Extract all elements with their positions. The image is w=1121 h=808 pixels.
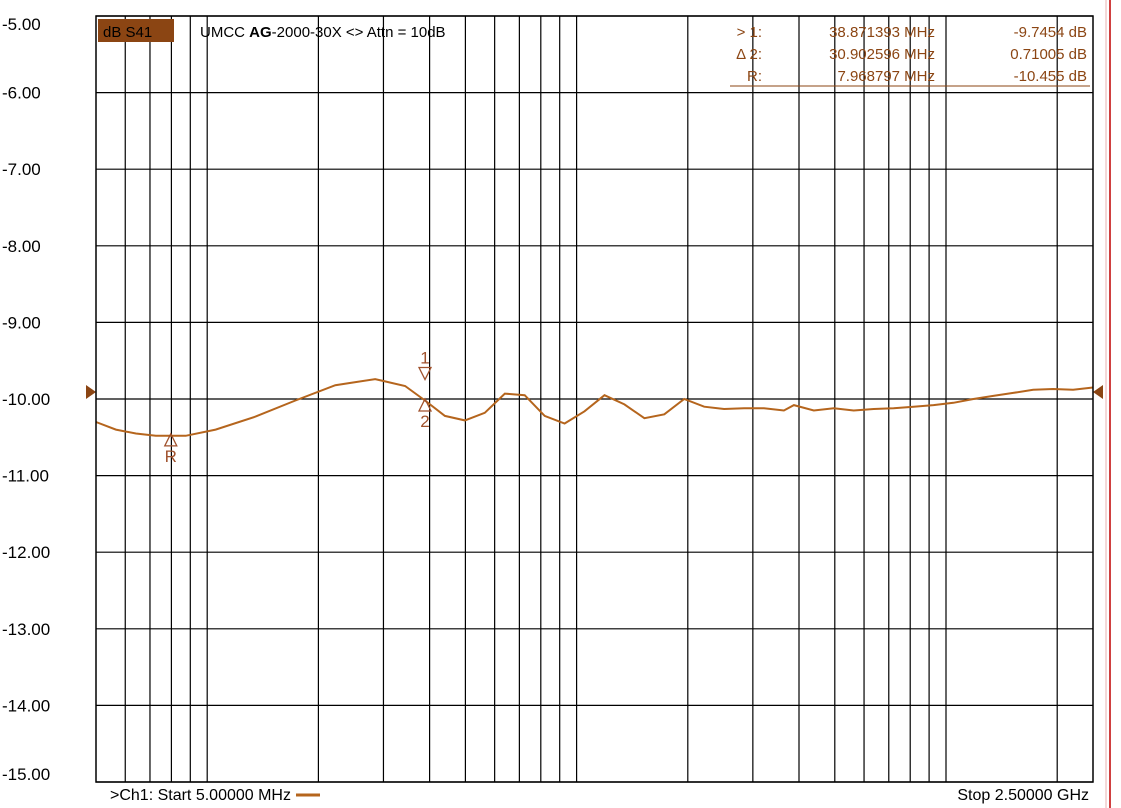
plot-border	[95, 15, 1094, 783]
marker-value-1: -9.7454 dB	[1014, 24, 1087, 41]
marker-1-label: 1	[420, 348, 429, 367]
y-tick-label: -12.00	[2, 543, 50, 562]
trace-format-badge[interactable]	[98, 19, 174, 42]
marker-id-2: Δ 2:	[736, 46, 762, 63]
marker-value-r: -10.455 dB	[1014, 68, 1087, 85]
marker-freq-r: 7.968797 MHz	[837, 68, 935, 85]
marker-freq-2: 30.902596 MHz	[829, 46, 935, 63]
marker-1-symbol[interactable]	[417, 366, 433, 381]
y-tick-label: -14.00	[2, 696, 50, 715]
marker-2-label: 2	[420, 412, 429, 431]
title-bold: AG	[249, 24, 272, 41]
marker-2-symbol[interactable]	[417, 397, 433, 412]
trace-markers: 1 2 R	[163, 348, 433, 466]
marker-r-label: R	[165, 447, 177, 466]
trace-format-label: dB S41	[103, 24, 152, 41]
trace-s41[interactable]	[95, 378, 1094, 437]
y-tick-label: -15.00	[2, 765, 50, 784]
y-tick-label: -7.00	[2, 160, 41, 179]
marker-readout-table: > 1: 38.871393 MHz -9.7454 dB Δ 2: 30.90…	[730, 24, 1090, 87]
measurement-title: UMCC AG-2000-30X <> Attn = 10dB	[200, 24, 446, 41]
marker-id-r: R:	[747, 68, 762, 85]
y-tick-label: -8.00	[2, 237, 41, 256]
y-tick-label: -6.00	[2, 84, 41, 103]
y-tick-label: -11.00	[2, 467, 49, 486]
marker-freq-1: 38.871393 MHz	[829, 24, 935, 41]
reference-level-left-arrow[interactable]	[86, 385, 96, 399]
y-tick-label: -13.00	[2, 620, 50, 639]
reference-level-right-arrow[interactable]	[1093, 385, 1103, 399]
sweep-stop-label: Stop 2.50000 GHz	[957, 787, 1089, 804]
title-prefix: UMCC	[200, 24, 249, 41]
marker-r-symbol[interactable]	[163, 432, 178, 447]
marker-id-1: > 1:	[737, 24, 762, 41]
y-tick-label: -5.00	[2, 15, 41, 34]
y-tick-label: -9.00	[2, 313, 41, 332]
title-suffix: -2000-30X <> Attn = 10dB	[272, 24, 446, 41]
marker-value-2: 0.71005 dB	[1010, 46, 1087, 63]
y-tick-labels: -5.00 -6.00 -7.00 -8.00 -9.00 -10.00 -11.00 -12…	[2, 15, 50, 784]
y-tick-label: -10.00	[2, 390, 50, 409]
sweep-start-label: >Ch1: Start 5.00000 MHz	[110, 787, 291, 804]
